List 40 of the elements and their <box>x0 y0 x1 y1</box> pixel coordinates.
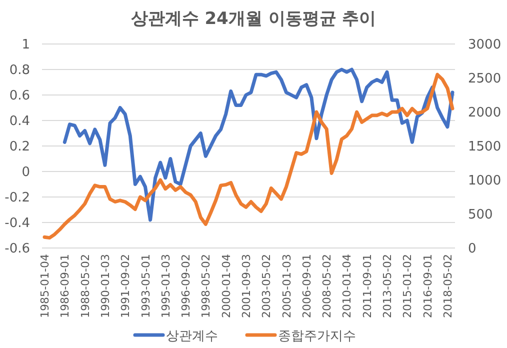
x-tick-label: 2016-09-01 <box>421 254 434 318</box>
x-tick-label: 2013-05-02 <box>381 254 394 318</box>
y-tick-label: 0.2 <box>9 140 30 154</box>
x-tick-label: 1998-05-02 <box>200 254 213 318</box>
x-tick-label: 2010-01-04 <box>340 254 354 318</box>
x-tick-label: 1990-01-03 <box>98 254 112 318</box>
y2-tick-label: 3000 <box>468 38 502 52</box>
y2-tick-label: 1500 <box>468 140 502 154</box>
chart-title: 상관계수 24개월 이동평균 추이 <box>130 9 376 29</box>
legend-label: 상관계수 <box>166 329 218 344</box>
y-tick-label: -0.2 <box>4 190 30 206</box>
x-tick-label: 1996-09-02 <box>180 254 193 318</box>
y2-tick-label: 500 <box>468 208 493 222</box>
y-tick-label: 0 <box>22 165 30 180</box>
x-tick-label: 2006-09-01 <box>300 254 314 318</box>
x-tick-label: 2005-01-03 <box>280 254 294 318</box>
y-tick-label: 1 <box>22 38 30 52</box>
y-tick-label: 0.4 <box>9 114 30 129</box>
x-tick-label: 2018-05-02 <box>441 254 454 318</box>
y2-tick-label: 2000 <box>468 106 502 120</box>
y-tick-label: 0.6 <box>9 88 30 104</box>
y2-tick-label: 1000 <box>468 174 502 188</box>
x-tick-label: 2008-05-02 <box>320 254 334 318</box>
x-tick-label: 2000-01-04 <box>220 254 233 318</box>
y-tick-label: -0.6 <box>4 242 30 256</box>
x-tick-label: 1993-05-01 <box>139 254 152 318</box>
y-tick-label: 0.8 <box>9 63 30 78</box>
x-tick-label: 2001-09-03 <box>240 254 253 318</box>
x-tick-label: 2015-01-02 <box>401 254 414 318</box>
y2-tick-label: 0 <box>468 242 476 256</box>
x-tick-label: 1988-05-02 <box>78 254 92 318</box>
y-tick-label: -0.4 <box>4 216 30 231</box>
x-tick-label: 1995-01-03 <box>159 254 172 318</box>
x-tick-label: 2003-05-02 <box>260 254 274 318</box>
x-tick-label: 1991-09-02 <box>119 254 132 318</box>
x-tick-label: 1986-09-01 <box>58 254 72 318</box>
x-tick-label: 1985-01-04 <box>38 254 52 318</box>
y2-tick-label: 2500 <box>468 72 502 86</box>
x-tick-label: 2011-09-01 <box>360 254 374 318</box>
legend-label: 종합주가지수 <box>278 329 356 344</box>
